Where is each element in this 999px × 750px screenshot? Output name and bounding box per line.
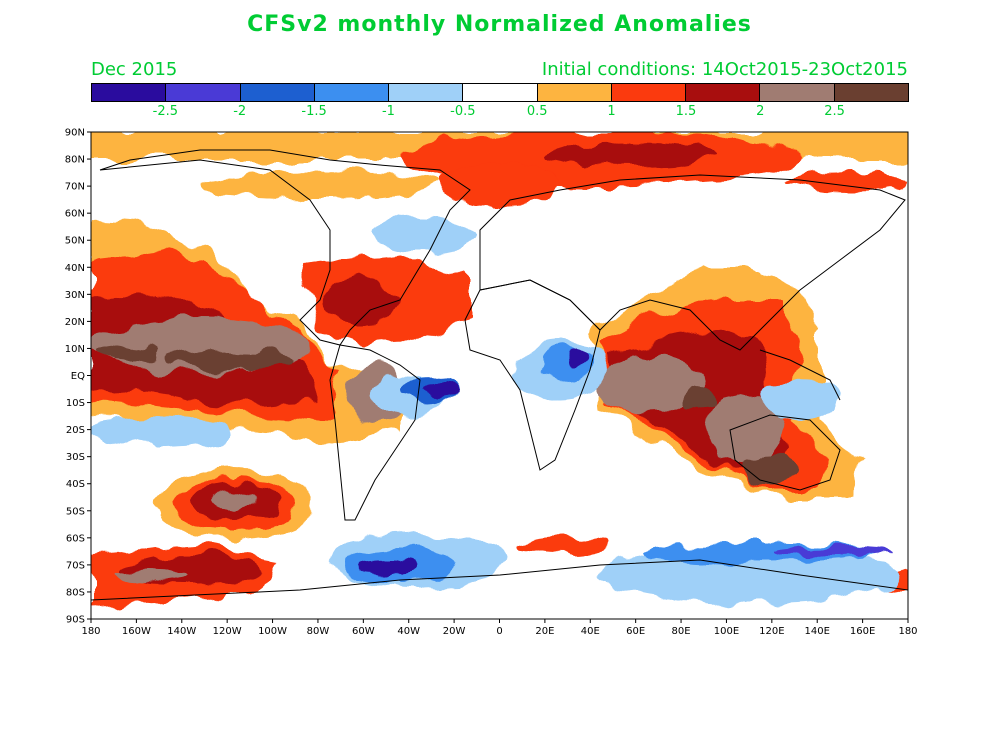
latitude-label: EQ: [71, 371, 85, 382]
longitude-labels: 180 160W 140W 120W 100W 80W 60W 40W 20W 0 20E 40E 60…: [81, 626, 917, 637]
colorbar-label: 1.5: [675, 104, 697, 119]
longitude-label: 80W: [307, 626, 330, 637]
colorbar-swatch: [686, 84, 761, 101]
colorbar-swatch: [611, 84, 687, 101]
colorbar-label: -1: [381, 104, 395, 119]
latitude-label: 50S: [66, 506, 85, 517]
latitude-label: 10N: [65, 344, 85, 355]
latitude-label: 40N: [65, 263, 85, 274]
longitude-label: 140E: [805, 626, 830, 637]
longitude-label: 120W: [213, 626, 242, 637]
colorbar-label: 2: [756, 104, 765, 119]
latitude-label: 90N: [65, 128, 85, 139]
colorbar-label: -2.5: [152, 104, 179, 119]
longitude-label: 180: [81, 626, 100, 637]
colorbar-label: 1: [607, 104, 616, 119]
initial-conditions: Initial conditions: 14Oct2015-23Oct2015: [541, 59, 908, 80]
longitude-label: 80E: [672, 626, 691, 637]
colorbar-swatch: [834, 84, 908, 101]
latitude-label: 30N: [65, 290, 85, 301]
colorbar-swatch: [166, 84, 241, 101]
colorbar-label: 0.5: [526, 104, 548, 119]
latitude-label: 50N: [65, 236, 85, 247]
colorbar-swatch: [463, 84, 538, 101]
longitude-label: 180: [898, 626, 917, 637]
latitude-label: 60S: [66, 533, 85, 544]
colorbar-swatch: [92, 84, 167, 101]
map-title: CFSv2 monthly Normalized Anomalies: [247, 12, 752, 37]
longitude-label: 160W: [122, 626, 151, 637]
latitude-label: 20S: [66, 425, 85, 436]
latitude-label: 40S: [66, 479, 85, 490]
longitude-label: 60E: [626, 626, 645, 637]
colorbar-swatch: [240, 84, 315, 101]
coastlines: [91, 149, 908, 601]
longitude-label: 160E: [850, 626, 875, 637]
latitude-label: 70S: [66, 560, 85, 571]
colorbar: [91, 83, 909, 102]
longitude-label: 40E: [581, 626, 600, 637]
valid-month: Dec 2015: [91, 59, 178, 80]
anomaly-field: [91, 132, 908, 619]
latitude-label: 70N: [65, 182, 85, 193]
colorbar-label: -2: [233, 104, 247, 119]
longitude-label: 120E: [759, 626, 784, 637]
latitude-label: 60N: [65, 209, 85, 220]
latitude-label: 90S: [66, 615, 85, 626]
longitude-label: 20W: [443, 626, 466, 637]
longitude-label: 140W: [167, 626, 196, 637]
longitude-label: 100W: [258, 626, 287, 637]
latitude-label: 80N: [65, 155, 85, 166]
latitude-label: 30S: [66, 452, 85, 463]
axis-ticks: [87, 131, 909, 623]
colorbar-label: 2.5: [824, 104, 845, 119]
colorbar-label: -0.5: [450, 104, 476, 119]
longitude-label: 60W: [352, 626, 375, 637]
latitude-label: 10S: [66, 398, 85, 409]
colorbar-swatch: [760, 84, 835, 101]
longitude-label: 0: [496, 626, 502, 637]
longitude-label: 20E: [535, 626, 554, 637]
latitude-label: 80S: [66, 587, 85, 598]
colorbar-swatch: [389, 84, 464, 101]
longitude-label: 40W: [397, 626, 420, 637]
colorbar-label: -1.5: [301, 104, 327, 119]
longitude-label: 100E: [714, 626, 739, 637]
colorbar-swatch: [314, 84, 390, 101]
colorbar-swatch: [537, 84, 612, 101]
colorbar-labels: -2.5 -2 -1.5 -1 -0.5 0.5 1 1.5 2 2.5: [91, 104, 909, 122]
latitude-label: 20N: [65, 317, 85, 328]
latitude-labels: 90N 80N 70N 60N 50N 40N 30N 20N 10N EQ 10S 20S 30S 40…: [65, 128, 85, 626]
